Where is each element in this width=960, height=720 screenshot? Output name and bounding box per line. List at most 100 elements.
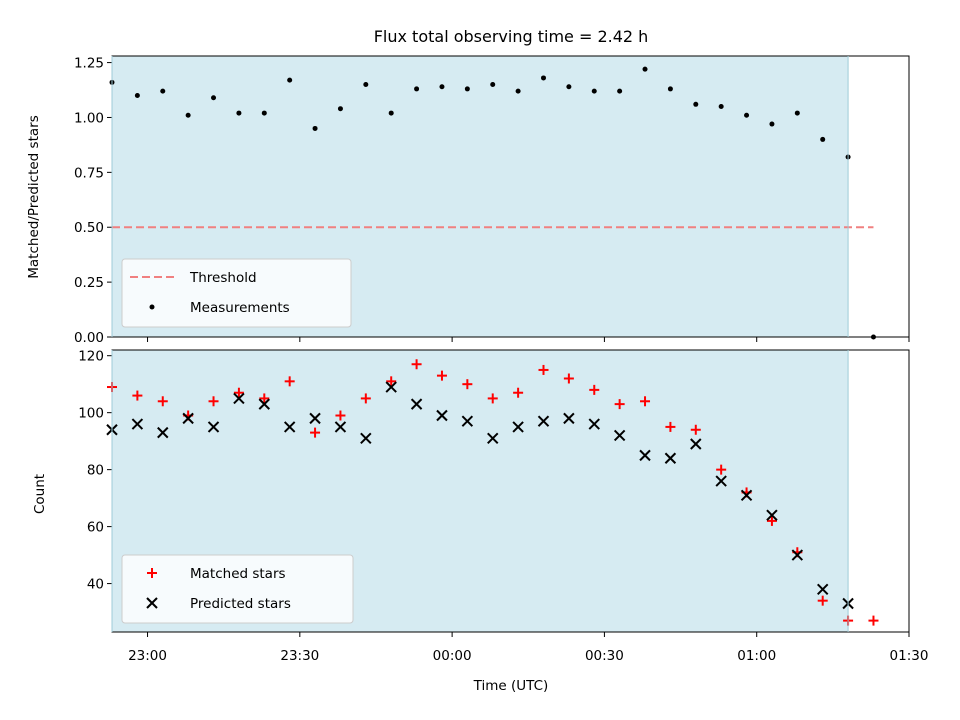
matched-star-point (310, 427, 321, 438)
matched-star-point (690, 424, 701, 435)
predicted-star-point (816, 583, 829, 595)
predicted-star-point (740, 489, 753, 501)
matched-star-point (614, 399, 625, 410)
matched-star-point (538, 364, 549, 375)
matched-star-point (766, 515, 777, 526)
predicted-star-point (664, 452, 677, 464)
predicted-star-point (487, 432, 499, 445)
matched-star-point (335, 410, 346, 421)
predicted-star-point (715, 475, 727, 487)
legend-matched-swatch (147, 568, 157, 578)
matched-star-point (563, 373, 574, 384)
predicted-star-point (157, 426, 169, 439)
matched-star-point (817, 595, 828, 606)
y-tick-label: 1.25 (74, 56, 104, 72)
y-tick-label: 40 (87, 577, 104, 593)
predicted-star-point (639, 449, 651, 462)
matched-stars-points (107, 359, 879, 626)
x-axis-ticks-bottom: 23:00 23:30 00:00 00:30 01:00 01:30 (128, 632, 928, 664)
measurement-point (464, 86, 470, 92)
measurement-point (287, 77, 293, 83)
y-tick-label: 1.00 (74, 110, 104, 126)
measurement-points (109, 66, 876, 340)
measurement-point (490, 82, 496, 88)
predicted-star-point (385, 381, 397, 393)
measurement-point (566, 84, 572, 90)
y-axis-ticks-bottom: 40 60 80 100 120 (78, 349, 112, 593)
predicted-star-point (207, 421, 220, 433)
legend-measurements-swatch (149, 304, 155, 310)
x-tick-label: 01:00 (737, 648, 776, 664)
matched-star-point (640, 396, 651, 407)
y-axis-label-top: Matched/Predicted stars (26, 115, 42, 278)
predicted-star-point (588, 418, 600, 430)
predicted-star-point (131, 418, 144, 430)
predicted-star-point (461, 415, 474, 427)
x-tick-label: 23:30 (280, 648, 319, 664)
matched-star-point (208, 396, 219, 407)
matched-star-point (233, 387, 244, 398)
measurement-point (642, 66, 648, 72)
measurement-point (515, 88, 521, 94)
legend-predicted-swatch (146, 597, 158, 609)
predicted-star-point (512, 421, 524, 433)
matched-star-point (665, 421, 676, 432)
measurement-point (261, 110, 267, 116)
matched-star-point (589, 384, 600, 395)
matched-star-point (284, 376, 295, 387)
y-tick-label: 80 (87, 463, 104, 479)
matched-star-point (462, 379, 473, 390)
legend-matched-label: Matched stars (190, 566, 286, 582)
measurement-point (337, 106, 343, 112)
measurement-point (236, 110, 242, 116)
legend-bottom: Matched stars Predicted stars (121, 554, 354, 624)
y-axis-ticks-top: 0.00 0.25 0.50 0.75 1.00 1.25 (74, 56, 112, 346)
measurement-point (693, 101, 699, 107)
measurement-point (667, 86, 673, 92)
measurement-point (211, 95, 217, 101)
count-panel: 40 60 80 100 120 23:00 23:30 00:00 00:30 01:00 01… (32, 349, 928, 694)
matched-star-point (716, 464, 727, 475)
y-tick-label: 0.75 (74, 165, 104, 181)
measurement-point (134, 93, 140, 99)
matched-star-point (157, 396, 168, 407)
predicted-star-point (690, 438, 702, 450)
predicted-star-point (283, 421, 296, 433)
measurement-point (363, 82, 369, 88)
measurement-point (312, 125, 318, 131)
predicted-star-point (258, 398, 271, 410)
y-tick-label: 120 (78, 349, 104, 365)
predicted-star-point (436, 409, 448, 422)
predicted-star-point (766, 509, 778, 521)
y-tick-label: 0.25 (74, 275, 104, 291)
y-tick-label: 0.50 (74, 220, 104, 236)
predicted-star-point (334, 421, 347, 433)
y-tick-label: 60 (87, 520, 104, 536)
x-axis-label: Time (UTC) (473, 678, 549, 694)
x-tick-label: 01:30 (890, 648, 929, 664)
predicted-star-point (537, 415, 550, 427)
predicted-star-point (360, 432, 372, 445)
measurement-point (388, 110, 394, 116)
predicted-star-point (309, 412, 321, 425)
measurement-point (718, 103, 724, 109)
measurement-point (160, 88, 166, 94)
matched-star-point (259, 393, 270, 404)
x-tick-label: 23:00 (128, 648, 167, 664)
predicted-star-point (182, 412, 194, 425)
predicted-star-point (613, 429, 626, 442)
y-tick-label: 0.00 (74, 330, 104, 346)
matched-star-point (868, 615, 879, 626)
measurement-point (414, 86, 420, 92)
measurement-point (617, 88, 623, 94)
legend-predicted-label: Predicted stars (190, 596, 291, 612)
measurement-point (439, 84, 445, 90)
predicted-star-point (233, 392, 245, 405)
x-tick-label: 00:00 (433, 648, 472, 664)
matched-star-point (513, 387, 524, 398)
measurement-point (540, 75, 546, 81)
x-axis-ticks-top (147, 337, 910, 342)
chart-title: Flux total observing time = 2.42 h (374, 27, 649, 46)
y-axis-label-bottom: Count (32, 474, 48, 514)
matched-star-point (436, 370, 447, 381)
